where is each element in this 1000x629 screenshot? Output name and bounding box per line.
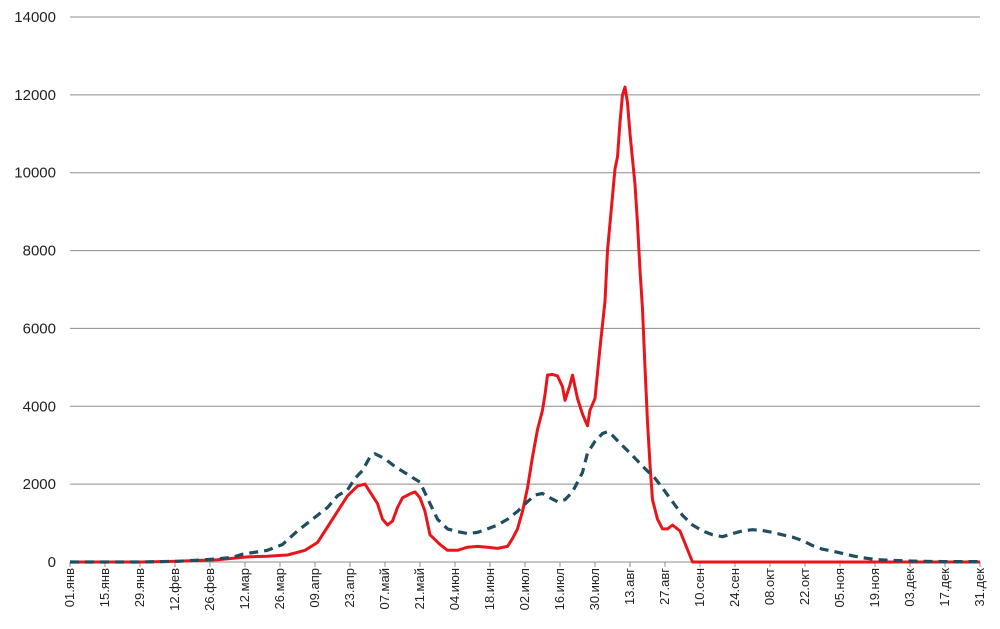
y-tick-label: 4000 [23,398,56,415]
x-tick-label: 12.фев [167,568,182,611]
x-tick-label: 09.апр [307,568,322,608]
x-tick-label: 23.апр [342,568,357,608]
y-tick-label: 12000 [14,87,56,104]
y-tick-label: 0 [48,554,56,571]
x-tick-label: 27.авг [657,568,672,605]
series-lines [70,85,980,564]
x-tick-label: 15.янв [97,568,112,607]
x-tick-label: 04.июн [447,568,462,610]
y-tick-label: 6000 [23,320,56,337]
x-tick-label: 08.окт [762,568,777,605]
x-tick-label: 05.ноя [832,568,847,608]
x-tick-label: 10.сен [692,568,707,607]
x-tick-label: 19.ноя [867,568,882,608]
x-tick-label: 16.июл [552,568,567,610]
y-tick-label: 8000 [23,243,56,260]
x-tick-label: 30.июл [587,568,602,610]
y-tick-label: 10000 [14,165,56,182]
gridlines [70,16,980,563]
x-tick-label: 24.сен [727,568,742,607]
x-axis-tick-labels: 01.янв 15.янв 29.янв 12.фев 26.фев 12.мар 26.м… [62,562,987,611]
y-tick-label: 14000 [14,9,56,26]
x-tick-label: 26.фев [202,568,217,611]
x-tick-label: 17.дек [937,568,952,607]
x-tick-label: 07.май [377,568,392,610]
x-tick-label: 21.май [412,568,427,610]
x-tick-label: 22.окт [797,568,812,605]
x-tick-label: 26.мар [272,568,287,609]
x-tick-label: 18.июн [482,568,497,610]
dashed-series-line [70,430,980,564]
y-tick-label: 2000 [23,476,56,493]
solid-series-line [70,85,980,564]
y-axis-tick-labels: 0 2000 4000 6000 8000 10000 12000 14000 [14,9,56,571]
x-tick-label: 12.мар [237,568,252,609]
x-tick-label: 01.янв [62,568,77,607]
x-tick-label: 13.авг [622,568,637,605]
x-tick-label: 02.июл [517,568,532,610]
x-tick-label: 31.дек [972,568,987,607]
x-tick-label: 03.дек [902,568,917,607]
x-tick-label: 29.янв [132,568,147,607]
